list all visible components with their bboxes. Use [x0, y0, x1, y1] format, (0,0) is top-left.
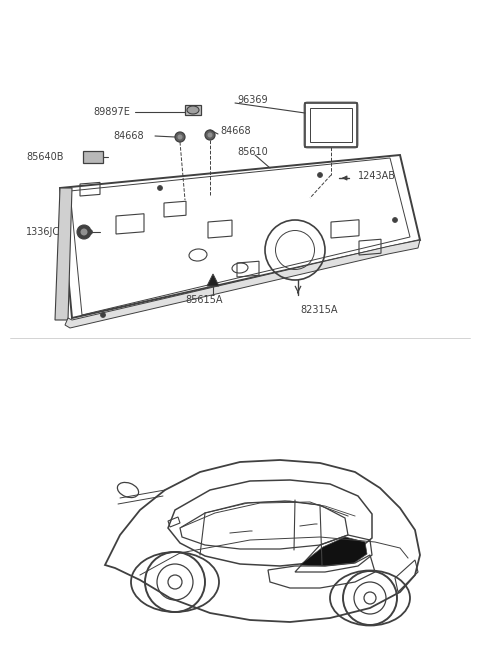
Text: 82315A: 82315A — [300, 305, 337, 315]
Circle shape — [393, 217, 397, 223]
Text: 85610: 85610 — [237, 147, 268, 157]
Polygon shape — [207, 274, 219, 286]
Circle shape — [175, 132, 185, 142]
Polygon shape — [300, 537, 367, 566]
Circle shape — [100, 312, 106, 318]
Text: 85640B: 85640B — [26, 152, 63, 162]
Circle shape — [77, 225, 91, 239]
Polygon shape — [185, 105, 201, 115]
Text: 1336JC: 1336JC — [26, 227, 60, 237]
Text: 84668: 84668 — [113, 131, 144, 141]
Text: 96369: 96369 — [237, 95, 268, 105]
Text: 89897E: 89897E — [93, 107, 130, 117]
Polygon shape — [83, 151, 103, 163]
Polygon shape — [55, 188, 72, 320]
Circle shape — [178, 134, 182, 140]
Circle shape — [205, 130, 215, 140]
Circle shape — [207, 132, 213, 138]
Ellipse shape — [187, 106, 199, 114]
Circle shape — [81, 229, 87, 236]
Circle shape — [87, 229, 93, 234]
Text: 85615A: 85615A — [185, 295, 223, 305]
Text: 1243AB: 1243AB — [358, 171, 396, 181]
Text: 84668: 84668 — [220, 126, 251, 136]
Polygon shape — [65, 240, 420, 328]
Circle shape — [317, 172, 323, 178]
Circle shape — [157, 185, 163, 191]
